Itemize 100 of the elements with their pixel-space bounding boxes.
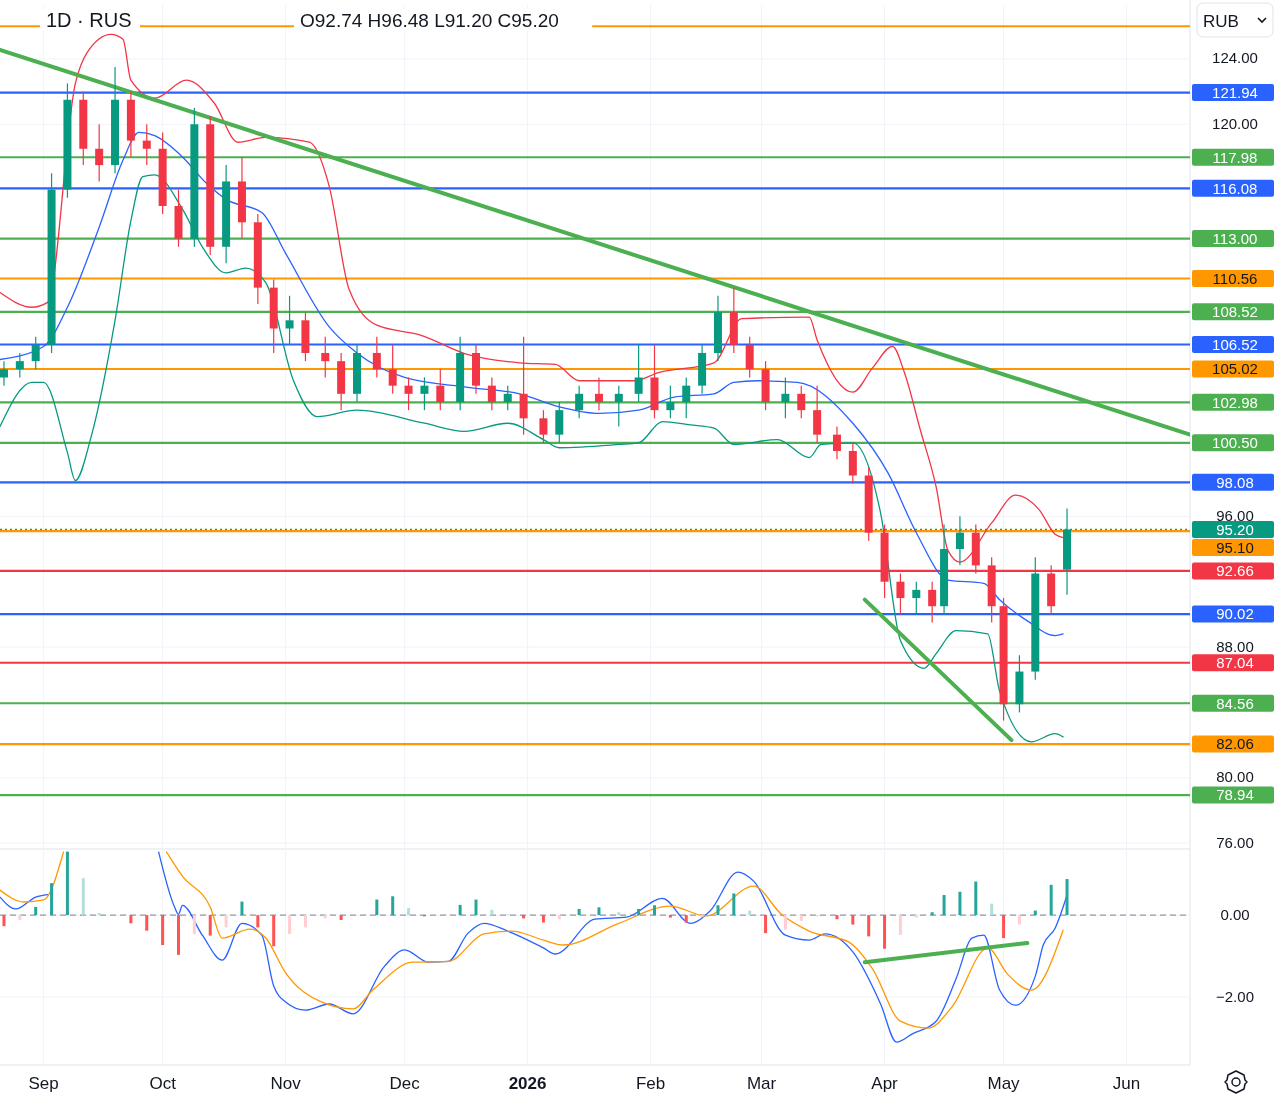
candlestick <box>503 385 512 411</box>
bar <box>732 893 736 916</box>
candlestick <box>31 336 40 370</box>
candlestick <box>321 336 330 379</box>
bar <box>684 915 688 923</box>
x-tick-label: 2026 <box>508 1073 547 1093</box>
ref-line-label: 100.50 <box>1212 434 1258 452</box>
x-tick-label: Mar <box>746 1073 777 1093</box>
bar <box>883 915 887 949</box>
candlestick <box>832 425 841 460</box>
bar <box>208 915 212 936</box>
candlestick <box>436 368 445 411</box>
x-tick-label: Oct <box>149 1073 177 1093</box>
y-tick-label: 120.00 <box>1212 114 1258 132</box>
candlestick <box>594 376 603 411</box>
ref-line-label: 87.04 <box>1216 653 1254 671</box>
bar <box>97 913 101 916</box>
bar <box>990 903 994 916</box>
bar <box>391 896 395 916</box>
x-tick-label: Dec <box>389 1073 421 1093</box>
bar <box>930 912 934 916</box>
x-tick-label: Nov <box>270 1073 302 1093</box>
annotation: O92.74 H96.48 L91.20 C95.20 <box>300 9 559 31</box>
candlestick <box>797 385 806 419</box>
bar <box>407 908 411 916</box>
bar <box>577 908 581 916</box>
bar <box>474 899 478 916</box>
chart-title: 1D · RUS <box>46 9 132 31</box>
bar <box>653 905 656 916</box>
candlestick <box>896 572 905 615</box>
ref-line-label: 84.56 <box>1216 694 1254 712</box>
candlestick <box>487 376 496 411</box>
candlestick <box>15 352 24 379</box>
candlestick <box>420 376 429 411</box>
ref-line-label: 90.02 <box>1216 605 1254 623</box>
bar <box>942 895 946 916</box>
x-tick-label: Sep <box>28 1073 59 1093</box>
bar <box>668 915 672 918</box>
candlestick <box>95 123 104 183</box>
y-tick-label: 80.00 <box>1216 768 1254 786</box>
bar <box>799 915 803 921</box>
candlestick <box>539 409 548 444</box>
bar <box>1065 879 1069 916</box>
bar <box>835 915 839 920</box>
bar <box>177 915 180 955</box>
bar <box>288 915 292 934</box>
bar <box>637 908 641 916</box>
bar <box>256 915 260 928</box>
bar <box>700 915 704 918</box>
bar <box>34 906 38 916</box>
bar <box>490 909 494 916</box>
candlestick <box>404 376 413 411</box>
candlestick <box>928 581 937 624</box>
candlestick <box>666 385 675 419</box>
bar <box>541 915 545 923</box>
bar <box>617 912 621 916</box>
bar <box>2 915 6 927</box>
bar <box>1017 915 1021 925</box>
candlestick <box>285 295 294 346</box>
candlestick <box>0 360 8 387</box>
text: RUB <box>1203 11 1239 31</box>
bar <box>224 915 228 928</box>
bar <box>914 915 918 918</box>
y-tick-label: 0.00 <box>1220 905 1250 923</box>
candlestick <box>388 344 397 395</box>
bar <box>240 901 244 916</box>
candlestick <box>614 385 623 428</box>
x-tick-label: Apr <box>871 1073 899 1093</box>
candlestick <box>372 336 381 379</box>
bar <box>974 881 978 916</box>
bar <box>764 915 768 934</box>
ref-line-label: 110.56 <box>1212 269 1258 287</box>
bar <box>81 878 85 916</box>
bar <box>272 915 276 947</box>
bar <box>1049 884 1053 916</box>
ref-line-label: 106.52 <box>1212 335 1258 353</box>
bar <box>50 883 54 916</box>
candlestick <box>142 123 151 166</box>
candlestick <box>912 581 921 615</box>
bar <box>783 915 787 930</box>
bar <box>303 915 307 928</box>
ref-line-label: 78.94 <box>1216 786 1254 804</box>
bar <box>458 904 462 916</box>
bar <box>192 915 196 934</box>
bar <box>65 851 69 916</box>
ref-line-label: 121.94 <box>1212 83 1258 101</box>
y-tick-label: −2.00 <box>1216 987 1254 1005</box>
ref-line-label: 95.10 <box>1216 538 1254 556</box>
bar <box>1002 915 1006 939</box>
bar <box>145 915 149 931</box>
bar <box>851 915 855 925</box>
ref-line-label: 82.06 <box>1216 735 1254 753</box>
ref-line-label: 102.98 <box>1212 393 1258 411</box>
candlestick <box>682 376 691 419</box>
x-tick-label: May <box>987 1073 1021 1093</box>
y-tick-label: 76.00 <box>1216 833 1254 851</box>
bar <box>129 915 133 924</box>
bar <box>375 899 379 916</box>
y-tick-label: 124.00 <box>1212 49 1258 67</box>
x-tick-label: Jun <box>1112 1073 1141 1093</box>
